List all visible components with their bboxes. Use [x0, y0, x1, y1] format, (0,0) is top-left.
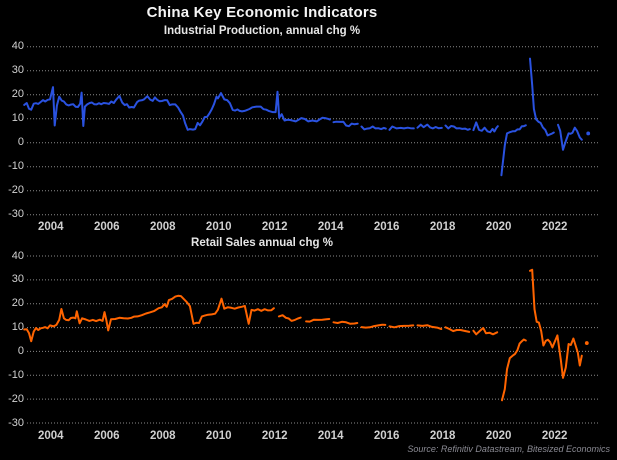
y-tick-label: 0 — [17, 136, 24, 149]
x-tick-label: 2012 — [261, 430, 288, 442]
source-note: Source: Refinitiv Datastream, Bitesized … — [407, 444, 610, 454]
industrial-production-line — [416, 123, 443, 130]
retail-sales-line-latest-dot — [584, 341, 589, 345]
y-tick-label: 10 — [11, 112, 24, 125]
industrial-production-subtitle: Industrial Production, annual chg % — [163, 25, 361, 37]
x-tick-label: 2004 — [37, 221, 64, 233]
x-tick-label: 2018 — [429, 221, 456, 233]
y-tick-label: 10 — [11, 321, 24, 334]
x-tick-label: 2004 — [37, 430, 64, 442]
x-tick-label: 2020 — [485, 430, 512, 442]
industrial-production-line — [472, 121, 499, 134]
y-tick-label: 20 — [11, 297, 24, 310]
retail-sales-subtitle: Retail Sales annual chg % — [191, 237, 333, 249]
industrial-production-line — [500, 124, 527, 177]
x-tick-label: 2012 — [261, 221, 288, 233]
x-tick-label: 2006 — [93, 221, 120, 233]
retail-sales-line — [501, 338, 527, 402]
industrial-production-line — [388, 125, 415, 131]
x-tick-label: 2022 — [541, 221, 568, 233]
retail-sales-line — [23, 294, 275, 343]
y-tick-label: -30 — [8, 416, 24, 429]
x-tick-label: 2018 — [429, 430, 456, 442]
industrial-production-line — [23, 86, 331, 131]
y-tick-label: -30 — [8, 208, 24, 221]
y-tick-label: -10 — [8, 160, 24, 173]
y-tick-label: 40 — [11, 40, 24, 53]
x-tick-label: 2020 — [485, 221, 512, 233]
x-tick-label: 2010 — [205, 430, 232, 442]
x-tick-label: 2014 — [317, 430, 344, 442]
x-tick-label: 2022 — [541, 430, 568, 442]
retail-sales-line — [444, 326, 471, 333]
retail-sales-line — [472, 327, 499, 336]
y-tick-label: -10 — [8, 368, 24, 381]
retail-sales-line — [529, 268, 583, 379]
x-tick-label: 2010 — [205, 221, 232, 233]
industrial-production-line-latest-dot — [586, 131, 591, 136]
y-tick-label: 30 — [11, 273, 24, 286]
retail-sales-line — [305, 318, 331, 323]
y-tick-label: -20 — [8, 184, 24, 197]
y-tick-label: 20 — [11, 88, 24, 101]
page-title: China Key Economic Indicators — [146, 4, 378, 21]
y-tick-label: 40 — [11, 249, 24, 262]
x-tick-label: 2016 — [373, 221, 400, 233]
x-tick-label: 2008 — [149, 221, 176, 233]
industrial-production-line — [360, 125, 387, 131]
industrial-production-line — [557, 123, 583, 151]
retail-sales-line — [360, 323, 387, 329]
retail-sales-line — [416, 324, 443, 330]
industrial-production-line — [444, 124, 471, 131]
industrial-production-line — [332, 120, 359, 128]
x-tick-label: 2006 — [93, 430, 120, 442]
x-tick-label: 2014 — [317, 221, 344, 233]
x-tick-label: 2008 — [149, 430, 176, 442]
industrial-production-line — [529, 57, 555, 137]
x-tick-label: 2016 — [373, 430, 400, 442]
retail-sales-line — [388, 324, 415, 329]
retail-sales-line — [277, 314, 302, 322]
y-tick-label: -20 — [8, 392, 24, 405]
y-tick-label: 0 — [17, 344, 24, 357]
retail-sales-line — [332, 320, 359, 325]
y-tick-label: 30 — [11, 64, 24, 77]
